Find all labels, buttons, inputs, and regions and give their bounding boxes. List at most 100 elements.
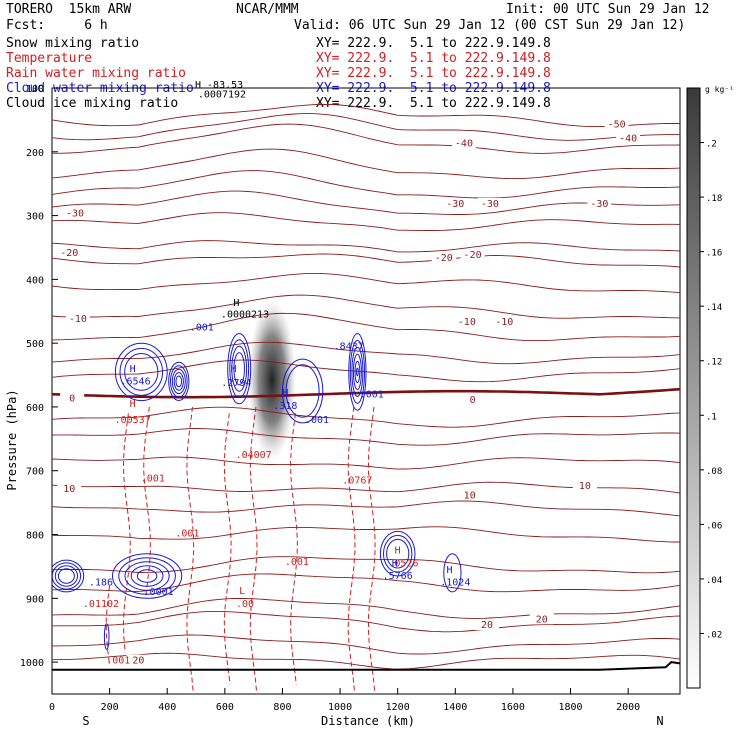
temperature-label: 10 — [464, 491, 476, 502]
rain-label: .01102 — [83, 599, 119, 610]
cloud-water-labels: H .6546 .001 H .2794 H .318 .001 .8437 .001 .186 .0… — [89, 322, 470, 598]
x-tick-label: 1600 — [501, 702, 525, 713]
cloud-ice-labels: H.0000213 H -83.53.0007192 — [195, 80, 269, 321]
temperature-contour — [52, 312, 680, 342]
cloud-water-contour — [52, 559, 85, 593]
temperature-label-bg — [529, 613, 554, 625]
field-cloud-water-xy: XY= 222.9. 5.1 to 222.9.149.8 — [316, 81, 551, 96]
temperature-contour — [52, 573, 680, 593]
rain-label: .001 — [141, 474, 165, 485]
valid-time: Valid: 06 UTC Sun 29 Jan 12 (00 CST Sun … — [294, 18, 686, 33]
y-tick-label: 400 — [26, 275, 44, 286]
plot-frame — [51, 87, 681, 695]
x-axis-title: Distance (km) — [321, 714, 415, 728]
temperature-contour — [52, 294, 680, 319]
rain-label: L — [239, 586, 245, 597]
colorbar-tick-label: .2 — [706, 140, 717, 150]
temperature-label: -30 — [446, 199, 464, 210]
colorbar-tick-label: .04 — [706, 576, 722, 586]
temperature-contour — [52, 190, 680, 215]
temperature-contour — [52, 341, 680, 365]
cloud-water-label: .2794 — [221, 378, 251, 389]
temperature-label: -20 — [60, 248, 78, 259]
init-time: Init: 00 UTC Sun 29 Jan 12 — [506, 2, 710, 17]
rain-label: .001 — [175, 528, 199, 539]
rain-label: .04007 — [236, 450, 272, 461]
terrain-contour — [52, 661, 681, 671]
cloud-water-contour — [54, 565, 79, 587]
temperature-contour — [52, 113, 680, 141]
cloud-water-label: .001 — [190, 322, 214, 333]
temperature-label-bg — [460, 249, 485, 261]
field-snow-label: Snow mixing ratio — [6, 36, 140, 51]
temperature-contour — [52, 428, 680, 446]
temperature-label: -10 — [69, 314, 87, 325]
temperature-label-bg — [587, 198, 612, 210]
cloud-water-contour — [227, 333, 252, 405]
cloud-water-contour — [168, 361, 190, 401]
cloud-water-label: .0001 — [144, 587, 174, 598]
forecast-hour: Fcst: 6 h — [6, 18, 108, 33]
rain-contour — [186, 406, 195, 694]
cloud-water-contour — [281, 358, 324, 424]
temperature-contour — [52, 170, 680, 199]
rain-contour — [347, 406, 356, 694]
rain-label: H — [395, 546, 401, 557]
cloud-water-label: H — [230, 364, 236, 375]
y-tick-label: 900 — [26, 594, 44, 605]
temperature-label: 20 — [481, 620, 493, 631]
cloud-water-label: .8437 — [334, 342, 364, 353]
cloud-water-contour — [171, 368, 186, 395]
field-rain-xy: XY= 222.9. 5.1 to 222.9.149.8 — [316, 66, 551, 81]
temperature-label-bg — [492, 316, 517, 328]
temperature-contour — [52, 253, 680, 268]
cloud-water-contour — [103, 623, 110, 650]
y-tick-label: 700 — [26, 467, 44, 478]
colorbar: g kg⁻¹ .2 .18 .16 .14 .12 .1 .08 .06 .04 .02 — [686, 85, 734, 689]
cloud-water-contour — [124, 353, 159, 391]
temperature-label: -40 — [455, 138, 473, 149]
temperature-label-bg — [57, 247, 82, 259]
y-tick-label: 200 — [26, 148, 44, 159]
x-tick-label: 800 — [273, 702, 291, 713]
snow-shading — [248, 300, 296, 460]
x-tick-label: 600 — [216, 702, 234, 713]
colorbar-tick-label: .14 — [706, 303, 722, 313]
rain-contour — [290, 413, 298, 685]
temperature-label: 0 — [470, 395, 476, 406]
cloud-water-label: H — [130, 364, 136, 375]
temperature-contour — [52, 406, 680, 428]
temperature-label: -20 — [464, 250, 482, 261]
rain-label: .00 — [236, 599, 254, 610]
cloud-water-contour — [114, 342, 168, 402]
field-cloud-ice-label: Cloud ice mixing ratio — [6, 96, 179, 111]
temperature-label-bg — [451, 137, 476, 149]
cloud-water-contour — [386, 538, 410, 569]
temperature-contour — [52, 634, 680, 655]
cloud-water-label: .1024 — [440, 578, 470, 589]
rain-labels: H .00537 .001 .001 .04007 .001 .0767 L .00 .01102… — [83, 399, 419, 666]
temperature-label-bg — [65, 312, 90, 324]
temperature-contour — [52, 652, 680, 670]
rain-contour — [122, 413, 131, 653]
temperature-label: -30 — [66, 209, 84, 220]
temperature-label: -40 — [619, 133, 637, 144]
temperature-label: 20 — [132, 656, 144, 667]
temperature-label: -10 — [458, 317, 476, 328]
x-tick-label: 2000 — [616, 702, 640, 713]
cloud-water-contour — [57, 568, 75, 584]
colorbar-tick-label: .16 — [706, 249, 722, 259]
cloud-water-contour — [119, 347, 164, 396]
x-tick-label: 1800 — [558, 702, 582, 713]
cloud-water-contour — [379, 530, 416, 577]
temperature-contour — [52, 598, 680, 619]
cloud-ice-label: .0000213 — [221, 310, 269, 321]
cloud-water-label: .5766 — [383, 571, 413, 582]
cloud-water-contour — [170, 365, 188, 398]
x-tick-label: 200 — [101, 702, 119, 713]
terrain-line — [52, 661, 681, 671]
cloud-water-contour — [124, 561, 170, 591]
field-cloud-ice-xy: XY= 222.9. 5.1 to 222.9.149.8 — [316, 96, 551, 111]
cloud-ice-label: .0007192 — [198, 90, 246, 101]
colorbar-unit: g kg⁻¹ — [705, 85, 734, 94]
